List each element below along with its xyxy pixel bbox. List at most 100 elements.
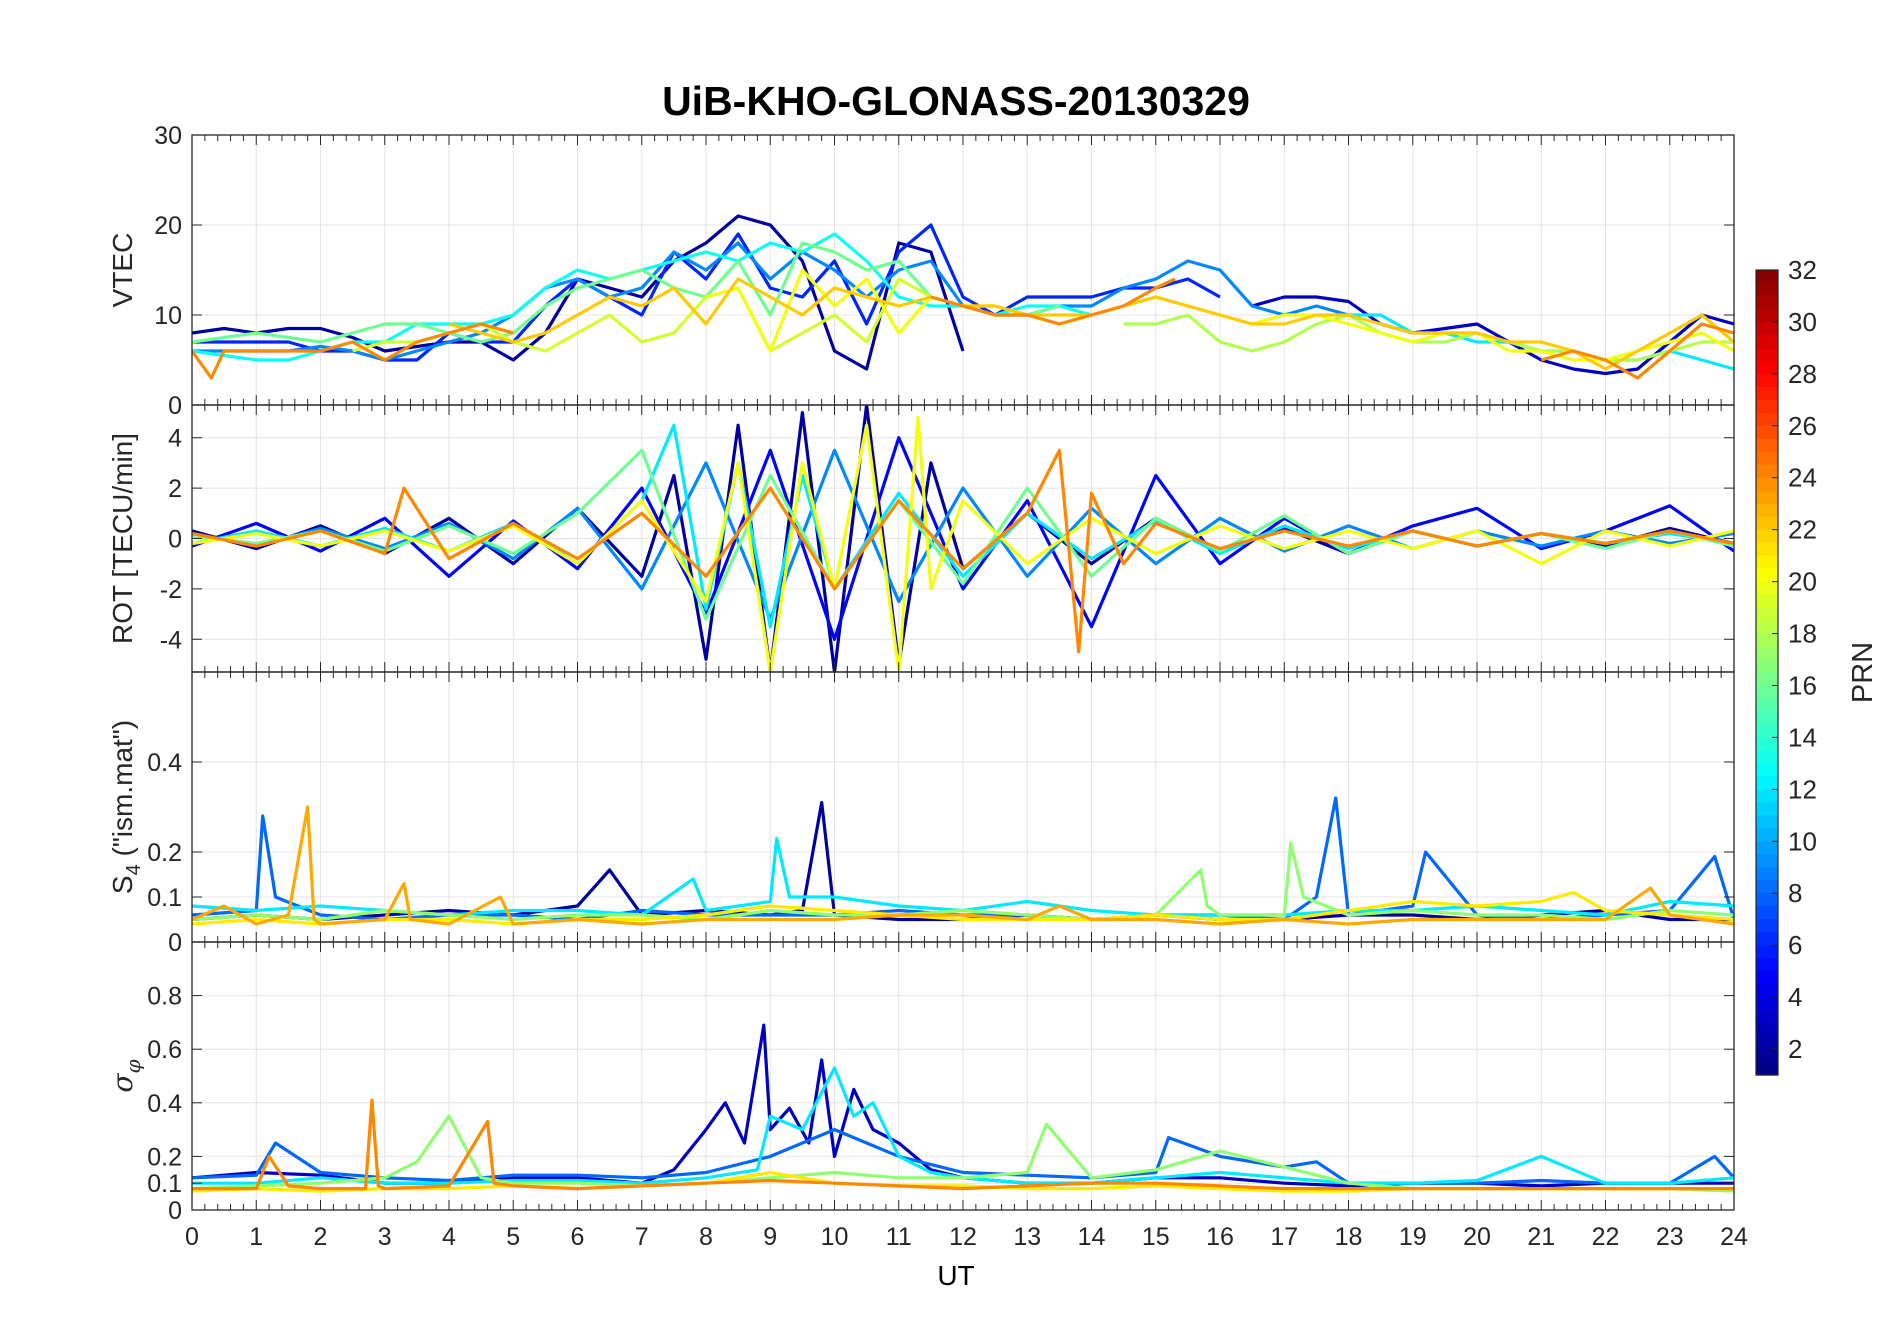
y-ticks: -4 -2 0 2 4 <box>160 425 1734 654</box>
x-tick-label: 2 <box>314 1223 328 1251</box>
colorbar-tick-label: 8 <box>1788 878 1802 908</box>
colorbar-segment <box>1756 464 1778 479</box>
x-tick-label: 18 <box>1335 1223 1363 1251</box>
colorbar-segment <box>1756 542 1778 557</box>
colorbar-segment <box>1756 412 1778 427</box>
colorbar-segment <box>1756 828 1778 842</box>
y-tick-label: 0 <box>168 392 182 420</box>
colorbar-segment <box>1756 711 1778 726</box>
colorbar-segment <box>1756 270 1778 284</box>
x-ticks <box>191 942 1735 1210</box>
colorbar-segment <box>1756 295 1778 310</box>
colorbar-tick-label: 12 <box>1788 774 1817 804</box>
y-axis-label: σφ <box>106 1059 145 1092</box>
x-ticks <box>191 405 1735 672</box>
y-axis-label: VTEC <box>107 233 138 308</box>
y-tick-label: 0 <box>168 1197 182 1225</box>
colorbar-segment <box>1756 646 1778 661</box>
series-group <box>192 214 1734 380</box>
colorbar-segment <box>1756 334 1778 349</box>
x-tick-label: 15 <box>1142 1223 1170 1251</box>
x-tick-label: 11 <box>886 1223 912 1251</box>
colorbar-tick-label: 4 <box>1788 982 1802 1012</box>
colorbar-segment <box>1756 568 1778 583</box>
series-line-prn-24 <box>192 322 514 380</box>
colorbar-segment <box>1756 1062 1778 1076</box>
series-group <box>192 796 1734 926</box>
colorbar-tick-label: 14 <box>1788 722 1817 752</box>
y-tick-label: 0.4 <box>147 1090 182 1118</box>
colorbar-segment <box>1756 789 1778 803</box>
panel-2: -4 -2 0 2 4 ROT [TECU/min] <box>107 404 1735 673</box>
y-tick-label: 0.8 <box>147 983 182 1011</box>
colorbar-segment <box>1756 360 1778 375</box>
chart-title: UiB-KHO-GLONASS-20130329 <box>662 78 1250 124</box>
colorbar-segment <box>1756 529 1778 544</box>
y-tick-label: 20 <box>154 212 182 240</box>
colorbar-tick-label: 18 <box>1788 619 1817 649</box>
colorbar-segment <box>1756 477 1778 492</box>
colorbar-segment <box>1756 607 1778 622</box>
y-tick-label: 0.1 <box>147 884 182 912</box>
x-tick-label: 24 <box>1720 1223 1748 1251</box>
colorbar-segment <box>1756 555 1778 570</box>
series-line-prn-24 <box>930 277 1176 326</box>
colorbar-segment <box>1756 867 1778 881</box>
y-tick-label: -4 <box>160 626 182 654</box>
colorbar-segment <box>1756 984 1778 998</box>
series-group <box>192 405 1734 672</box>
colorbar-segment <box>1756 1036 1778 1050</box>
colorbar-segment <box>1756 490 1778 505</box>
colorbar-segment <box>1756 945 1778 959</box>
colorbar-tick-label: 6 <box>1788 930 1802 960</box>
colorbar-segment <box>1756 282 1778 297</box>
y-axis-label: S4 ("ism.mat") <box>107 720 145 894</box>
colorbar-frame <box>1755 269 1779 1076</box>
colorbar-segment <box>1756 971 1778 985</box>
colorbar-label: PRN <box>1847 642 1879 703</box>
y-tick-label: 0.2 <box>147 839 182 867</box>
x-axis-label: UT <box>937 1260 974 1291</box>
colorbar-segment <box>1756 750 1778 764</box>
colorbar-tick-label: 28 <box>1788 359 1817 389</box>
colorbar-segment <box>1756 672 1778 687</box>
colorbar-segment <box>1756 386 1778 401</box>
x-tick-label: 1 <box>249 1223 263 1251</box>
colorbar-segment <box>1756 373 1778 388</box>
x-tick-label: 16 <box>1206 1223 1234 1251</box>
x-tick-labels: 0 1 2 3 4 5 6 7 8 9 10 11 12 13 14 15 16 17 18 19 20 21 22 23 24 <box>185 1223 1748 1251</box>
colorbar-segment <box>1756 802 1778 816</box>
x-tick-label: 6 <box>571 1223 585 1251</box>
x-tick-label: 20 <box>1463 1223 1491 1251</box>
colorbar-segment <box>1756 919 1778 933</box>
y-tick-label: 0 <box>168 526 182 554</box>
panel-1: 0 10 20 30 VTEC <box>107 122 1735 420</box>
series-line-prn-5 <box>192 436 1734 641</box>
colorbar-segment <box>1756 308 1778 323</box>
colorbar-segment <box>1756 893 1778 907</box>
x-tick-label: 5 <box>506 1223 520 1251</box>
y-tick-label: 0.4 <box>147 749 182 777</box>
series-line-prn-24 <box>1540 322 1734 380</box>
colorbar-tick-label: 2 <box>1788 1034 1802 1064</box>
colorbar-segment <box>1756 516 1778 531</box>
x-tick-label: 19 <box>1399 1223 1427 1251</box>
series-line-prn-23 <box>192 805 1734 926</box>
x-ticks <box>191 135 1735 405</box>
x-tick-label: 22 <box>1592 1223 1620 1251</box>
colorbar-segment <box>1756 958 1778 972</box>
x-tick-label: 10 <box>821 1223 849 1251</box>
colorbar-tick-label: 30 <box>1788 307 1817 337</box>
series-line-prn-21 <box>192 890 1734 926</box>
colorbar-tick-label: 22 <box>1788 515 1817 545</box>
colorbar-segment <box>1756 763 1778 777</box>
colorbar-segment <box>1756 737 1778 751</box>
colorbar-segment <box>1756 776 1778 790</box>
colorbar-segment <box>1756 399 1778 414</box>
x-tick-label: 7 <box>635 1223 649 1251</box>
colorbar-segment <box>1756 932 1778 946</box>
y-tick-label: 4 <box>168 425 182 453</box>
y-tick-label: 2 <box>168 475 182 503</box>
